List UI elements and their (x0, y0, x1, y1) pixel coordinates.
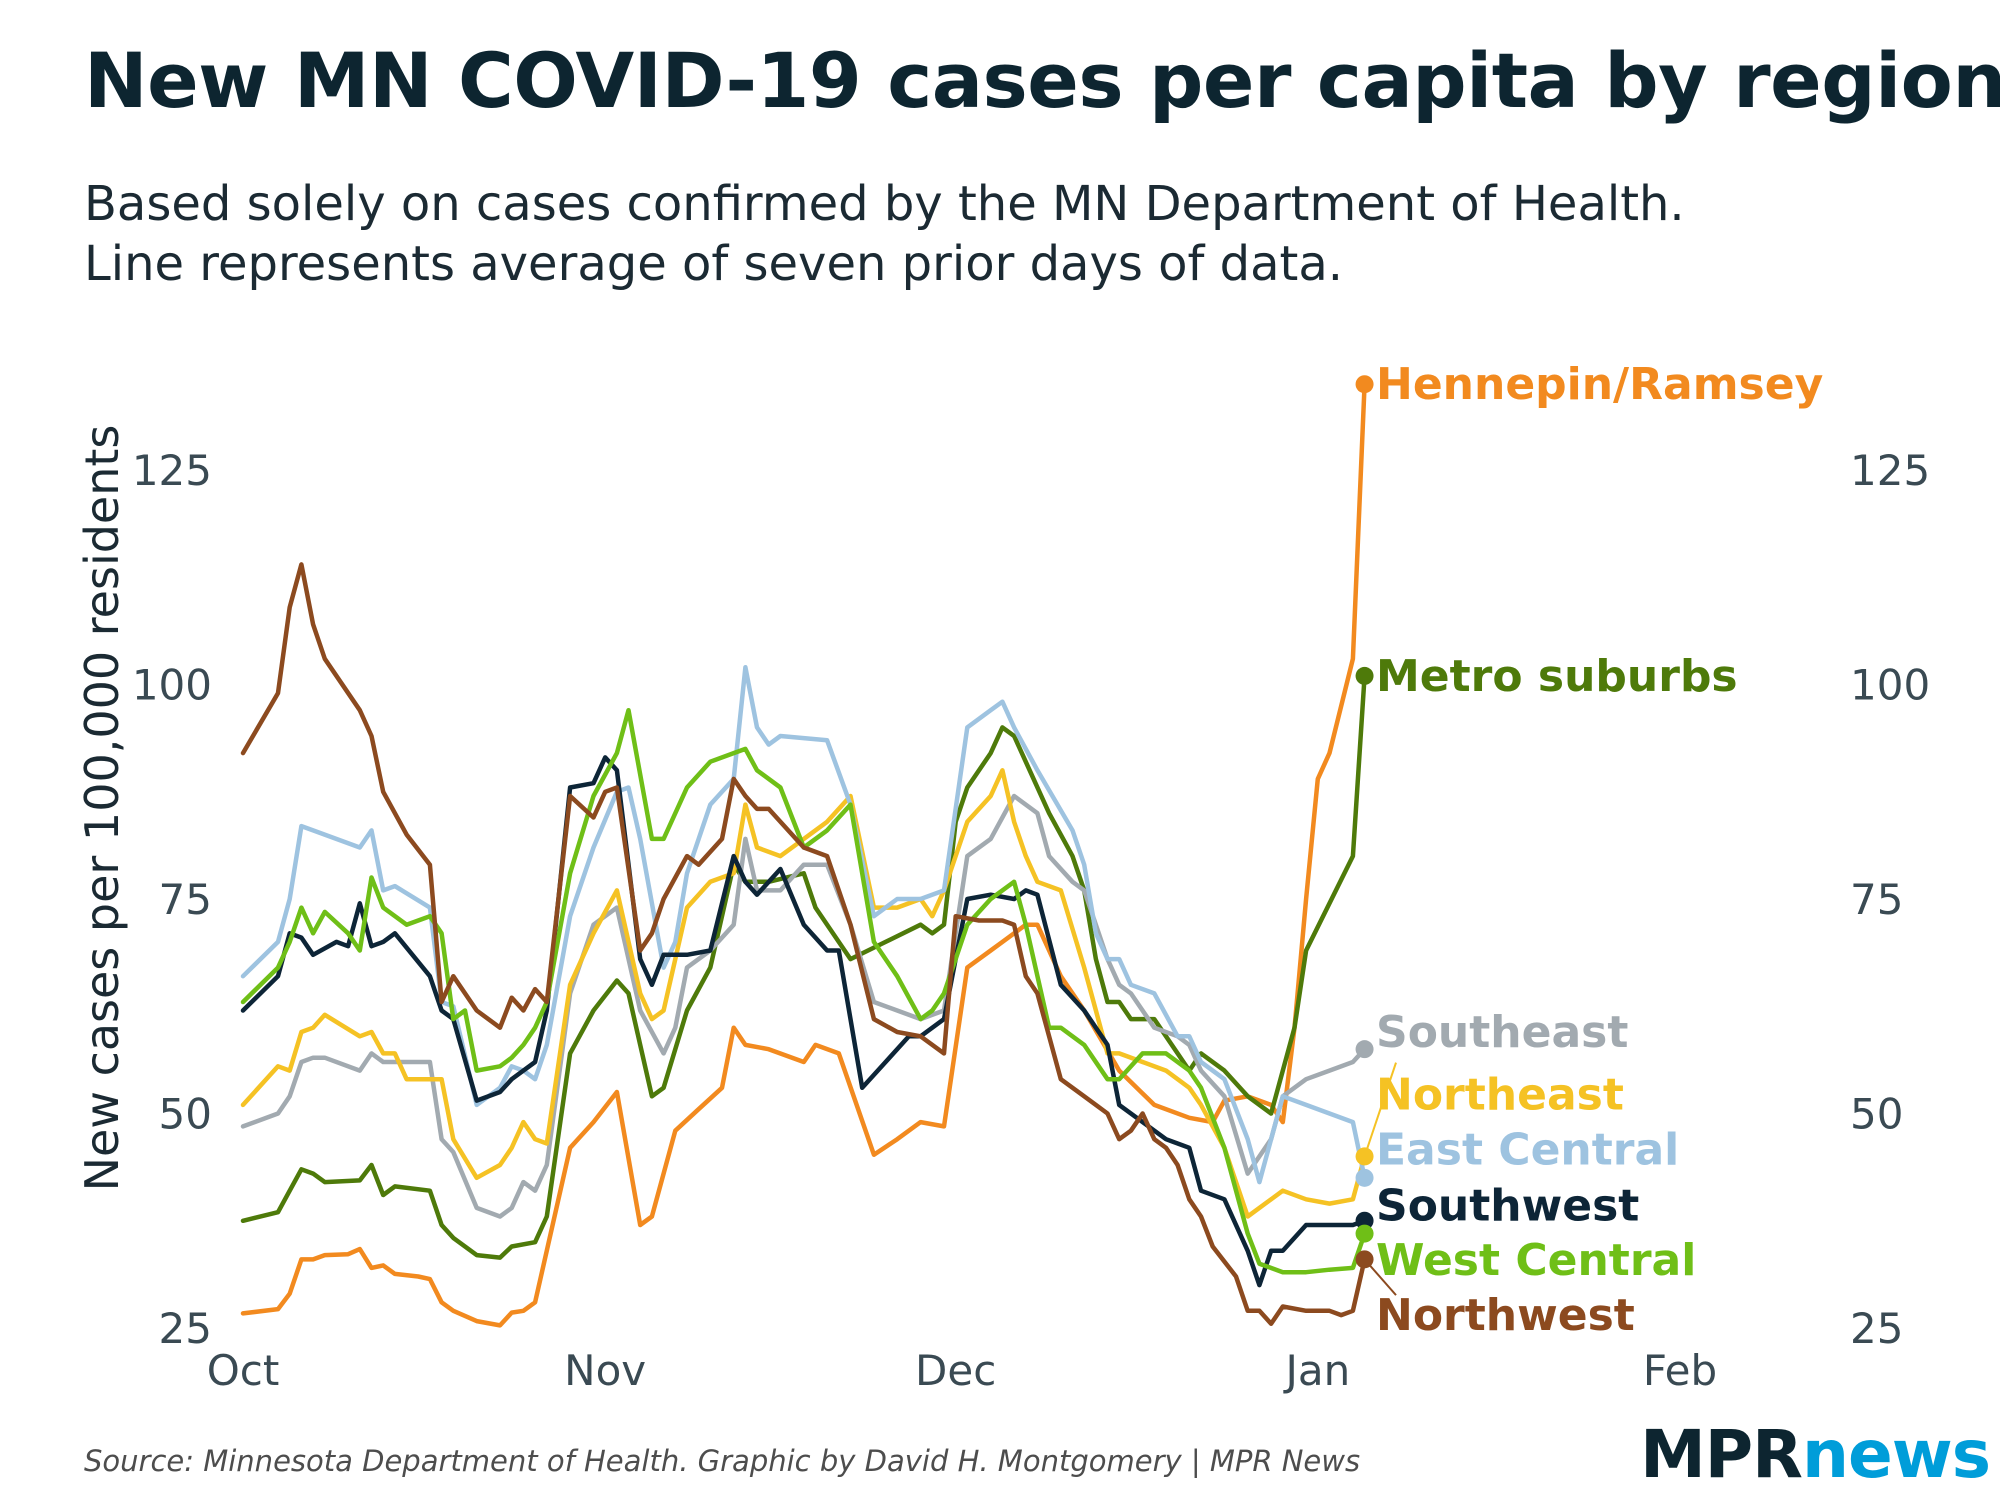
y-tick-label-left: 75 (159, 875, 212, 924)
chart-subtitle-line-1: Based solely on cases confirmed by the M… (84, 176, 1685, 232)
y-tick-label-right: 25 (1850, 1304, 1903, 1353)
x-tick-label: Oct (207, 1346, 280, 1395)
series-end-marker-metro-suburbs (1355, 666, 1374, 685)
series-label-southwest: Southwest (1376, 1180, 1639, 1231)
series-end-marker-southeast (1355, 1040, 1374, 1059)
series-label-northeast: Northeast (1376, 1070, 1624, 1121)
y-tick-label-left: 50 (159, 1090, 212, 1139)
series-line-southwest (240, 755, 1367, 1288)
x-tick-label: Feb (1643, 1346, 1717, 1395)
y-tick-label-left: 25 (159, 1304, 212, 1353)
source-note: Source: Minnesota Department of Health. … (84, 1444, 1361, 1478)
series-line-hennepin-ramsey (240, 381, 1367, 1328)
series-end-marker-west-central (1355, 1224, 1374, 1243)
series-end-marker-east-central (1355, 1168, 1374, 1187)
y-tick-label-right: 75 (1850, 875, 1903, 924)
y-axis-right: 25 50 75 100 125 (1850, 446, 1930, 1353)
series-end-markers (1355, 375, 1374, 1269)
chart-title: New MN COVID-19 cases per capita by regi… (84, 36, 2000, 125)
series-label-northwest: Northwest (1376, 1290, 1635, 1341)
y-tick-label-left: 100 (132, 661, 212, 710)
series-label-metro-suburbs: Metro suburbs (1376, 651, 1738, 702)
series-lines (240, 381, 1367, 1328)
series-label-southeast: Southeast (1376, 1007, 1628, 1058)
y-tick-label-right: 125 (1850, 446, 1930, 495)
y-axis-left: 25 50 75 100 125 (132, 446, 212, 1353)
x-tick-label: Jan (1282, 1346, 1350, 1395)
series-end-marker-hennepin-ramsey (1355, 375, 1374, 394)
logo-mpr-text: MPR (1640, 1416, 1803, 1493)
x-tick-label: Dec (915, 1346, 996, 1395)
chart-subtitle-line-2: Line represents average of seven prior d… (84, 236, 1344, 292)
series-line-west-central (240, 707, 1367, 1275)
y-tick-label-left: 125 (132, 446, 212, 495)
label-leader-northwest (1363, 1258, 1397, 1296)
series-label-east-central: East Central (1376, 1125, 1679, 1176)
series-end-marker-southwest (1355, 1211, 1374, 1230)
label-leader-northeast (1363, 1062, 1397, 1157)
series-line-southeast (240, 793, 1367, 1219)
series-line-northwest (240, 562, 1367, 1326)
series-label-west-central: West Central (1376, 1235, 1696, 1286)
series-labels: Hennepin/Ramsey Metro suburbs Southeast Nor… (1363, 359, 1823, 1341)
y-tick-label-right: 50 (1850, 1090, 1903, 1139)
mpr-news-logo: MPRnews (1640, 1416, 1991, 1493)
series-label-hennepin-ramsey: Hennepin/Ramsey (1376, 359, 1823, 410)
x-tick-label: Nov (564, 1346, 646, 1395)
x-axis: Oct Nov Dec Jan Feb (207, 1346, 1718, 1395)
series-line-northeast (240, 768, 1367, 1219)
y-tick-label-right: 100 (1850, 661, 1930, 710)
logo-news-text: news (1801, 1416, 1991, 1493)
y-axis-label: New cases per 100,000 residents (75, 425, 129, 1192)
